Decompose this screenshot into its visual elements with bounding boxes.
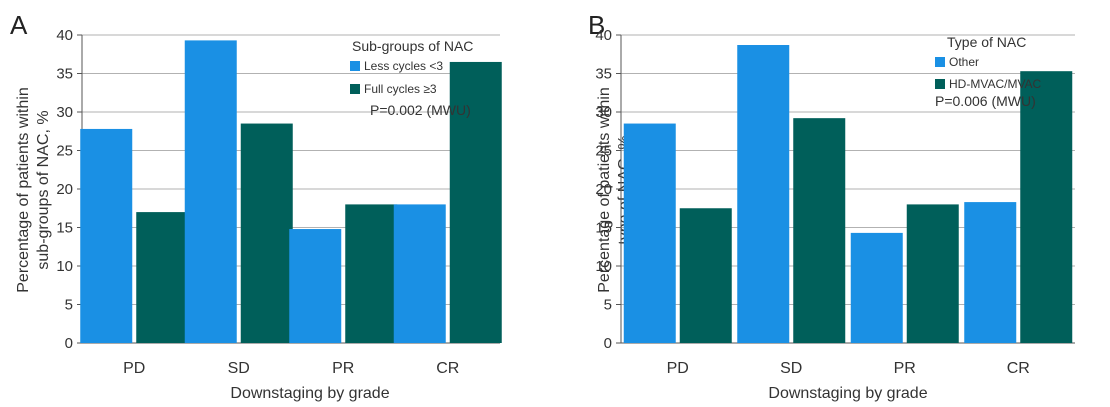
y-tick-label: 0 (604, 335, 612, 352)
legend-title: Sub-groups of NAC (352, 38, 474, 54)
bar-sd-series-1 (737, 45, 790, 343)
legend-item-full-cycles: Full cycles ≥3 (350, 82, 437, 96)
x-tick-label: CR (436, 360, 459, 377)
legend-item-hd-mvac: HD-MVAC/MVAC (935, 77, 1041, 91)
legend-label: Other (949, 55, 980, 69)
bar-pr-series-2 (345, 204, 398, 343)
bar-cr-series-1 (393, 204, 446, 343)
legend-swatch-light (935, 57, 945, 67)
bar-sd-series-2 (793, 118, 846, 343)
y-tick-label: 25 (595, 143, 612, 160)
x-tick-label: PD (667, 360, 689, 377)
y-tick-label: 40 (595, 27, 612, 44)
y-tick-label: 15 (595, 220, 612, 237)
bar-chart-a: 0 5 10 15 20 25 30 35 40 PD SD PR CR (56, 27, 502, 377)
y-tick-label: 10 (595, 258, 612, 275)
legend-title: Type of NAC (947, 34, 1027, 50)
p-value-annotation: P=0.002 (MWU) (370, 102, 471, 118)
bar-pd-series-1 (623, 123, 676, 343)
y-tick-label: 40 (56, 27, 73, 44)
bar-cr-series-2 (449, 61, 502, 343)
x-tick-label: PR (332, 360, 354, 377)
legend-swatch-dark (350, 84, 360, 94)
x-tick-label: PD (123, 360, 145, 377)
legend-swatch-light (350, 61, 360, 71)
x-tick-label: SD (228, 360, 250, 377)
x-axis-label: Downstaging by grade (768, 385, 928, 402)
legend-label: Full cycles ≥3 (364, 82, 437, 96)
bar-cr-series-2 (1020, 71, 1073, 343)
y-tick-label: 20 (56, 181, 73, 198)
panel-letter-a: A (10, 10, 28, 40)
bar-pr-series-2 (906, 204, 959, 343)
panel-letter-b: B (588, 10, 606, 40)
chart-panel-a: A Percentage of patients within sub-grou… (10, 10, 502, 402)
bar-cr-series-1 (964, 202, 1017, 343)
y-tick-label: 30 (56, 104, 73, 121)
y-tick-label: 35 (56, 66, 73, 83)
y-tick-label: 35 (595, 66, 612, 83)
legend-label: HD-MVAC/MVAC (949, 77, 1042, 91)
bar-pd-series-2 (679, 208, 732, 343)
legend-item-less-cycles: Less cycles <3 (350, 59, 443, 73)
legend-swatch-dark (935, 79, 945, 89)
y-tick-label: 20 (595, 181, 612, 198)
y-tick-label: 30 (595, 104, 612, 121)
legend-item-other: Other (935, 55, 979, 69)
bar-pd-series-2 (136, 212, 189, 343)
y-tick-label: 0 (65, 335, 73, 352)
bar-sd-series-1 (184, 40, 237, 343)
bar-pd-series-1 (80, 128, 133, 343)
bar-pr-series-1 (289, 229, 342, 343)
legend-label: Less cycles <3 (364, 59, 444, 73)
y-tick-label: 5 (65, 297, 73, 314)
y-tick-label: 5 (604, 297, 612, 314)
bar-pr-series-1 (850, 232, 903, 343)
chart-panel-b: B Percentage of patients within type of … (555, 0, 1110, 407)
y-tick-label: 15 (56, 220, 73, 237)
x-tick-label: PR (894, 360, 916, 377)
bar-sd-series-2 (240, 123, 293, 343)
p-value-annotation: P=0.006 (MWU) (935, 93, 1036, 109)
x-tick-label: CR (1007, 360, 1030, 377)
x-axis-label: Downstaging by grade (230, 385, 390, 402)
bar-chart-b: 0 5 10 15 20 25 30 35 40 PD SD PR CR (595, 27, 1075, 377)
y-tick-label: 25 (56, 143, 73, 160)
y-tick-label: 10 (56, 258, 73, 275)
x-tick-label: SD (780, 360, 802, 377)
